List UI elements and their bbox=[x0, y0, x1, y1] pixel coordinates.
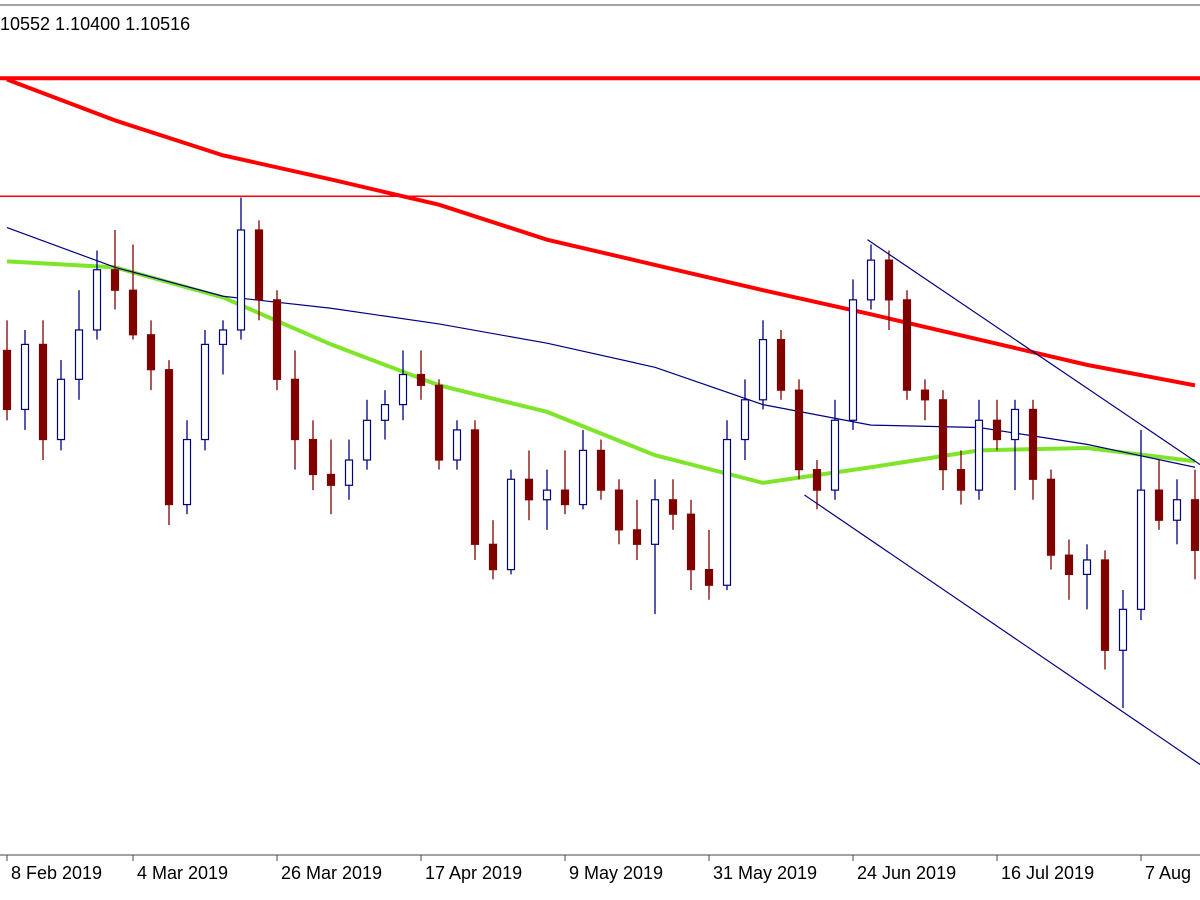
candle-body bbox=[182, 438, 192, 506]
candle-body bbox=[452, 429, 462, 461]
candle-body bbox=[686, 513, 696, 571]
candle-body bbox=[290, 378, 300, 441]
candle-body bbox=[1118, 608, 1128, 651]
candle-body bbox=[1046, 478, 1056, 556]
candle-body bbox=[1136, 489, 1146, 610]
price-info: 10552 1.10400 1.10516 bbox=[0, 14, 190, 34]
candle-body bbox=[218, 329, 228, 346]
candle-body bbox=[812, 469, 822, 491]
candle-body bbox=[632, 529, 642, 545]
candle-body bbox=[56, 378, 66, 441]
candle-body bbox=[866, 259, 876, 301]
candle-body bbox=[596, 449, 606, 491]
candle-body bbox=[1064, 554, 1074, 576]
candle-body bbox=[254, 229, 264, 301]
plot-area bbox=[0, 76, 1200, 766]
x-tick-label: 4 Mar 2019 bbox=[137, 863, 228, 883]
candle-body bbox=[1100, 559, 1110, 651]
candle-body bbox=[416, 373, 426, 386]
candle-body bbox=[542, 489, 552, 501]
candle-body bbox=[164, 369, 174, 506]
candle-body bbox=[758, 338, 768, 401]
x-tick-label: 7 Aug bbox=[1145, 863, 1191, 883]
candle-body bbox=[506, 478, 516, 571]
candle-body bbox=[470, 429, 480, 545]
candle-body bbox=[38, 343, 48, 441]
candle-body bbox=[110, 269, 120, 291]
candle-body bbox=[200, 343, 210, 441]
candle-body bbox=[830, 419, 840, 491]
x-tick-label: 26 Mar 2019 bbox=[281, 863, 382, 883]
candle-body bbox=[956, 469, 966, 491]
candle-body bbox=[74, 329, 84, 380]
indicator-line bbox=[6, 77, 1196, 388]
candle-body bbox=[668, 499, 678, 515]
x-tick-label: 17 Apr 2019 bbox=[425, 863, 522, 883]
candle-body bbox=[938, 399, 948, 471]
candle-body bbox=[614, 489, 624, 531]
candle-body bbox=[974, 419, 984, 491]
candle-body bbox=[128, 289, 138, 336]
candle-body bbox=[884, 259, 894, 301]
candle-body bbox=[308, 438, 318, 476]
candle-body bbox=[1028, 408, 1038, 480]
candle-body bbox=[398, 373, 408, 406]
candle-body bbox=[20, 343, 30, 411]
candle-body bbox=[704, 568, 714, 586]
candle-body bbox=[578, 449, 588, 506]
candle-body bbox=[1154, 489, 1164, 521]
candle-body bbox=[434, 384, 444, 461]
candle-body bbox=[344, 459, 354, 486]
candle-body bbox=[560, 489, 570, 506]
candle-body bbox=[992, 419, 1002, 441]
candle-body bbox=[2, 349, 12, 411]
candle-body bbox=[1010, 408, 1020, 441]
candle-body bbox=[650, 499, 660, 545]
candle-body bbox=[722, 438, 732, 586]
candle-body bbox=[740, 399, 750, 441]
x-tick-label: 9 May 2019 bbox=[569, 863, 663, 883]
candle-body bbox=[920, 389, 930, 401]
candle-body bbox=[326, 473, 336, 486]
x-tick-label: 16 Jul 2019 bbox=[1001, 863, 1094, 883]
trend-line bbox=[867, 239, 1200, 466]
candle-body bbox=[146, 334, 156, 371]
candle-body bbox=[902, 299, 912, 391]
trend-line bbox=[804, 494, 1200, 766]
candle-body bbox=[794, 389, 804, 471]
candle-body bbox=[92, 269, 102, 331]
candle-body bbox=[1172, 499, 1182, 521]
x-tick-label: 31 May 2019 bbox=[713, 863, 817, 883]
x-tick-label: 24 Jun 2019 bbox=[857, 863, 956, 883]
candle-body bbox=[236, 229, 246, 331]
candle-body bbox=[1190, 499, 1200, 551]
candle-body bbox=[488, 543, 498, 571]
candle-body bbox=[524, 478, 534, 501]
candle-body bbox=[380, 404, 390, 421]
candle-body bbox=[272, 299, 282, 380]
x-tick-label: 8 Feb 2019 bbox=[11, 863, 102, 883]
candle-body bbox=[848, 299, 858, 421]
candle-body bbox=[776, 338, 786, 391]
candle-body bbox=[362, 419, 372, 461]
candle-body bbox=[1082, 559, 1092, 576]
